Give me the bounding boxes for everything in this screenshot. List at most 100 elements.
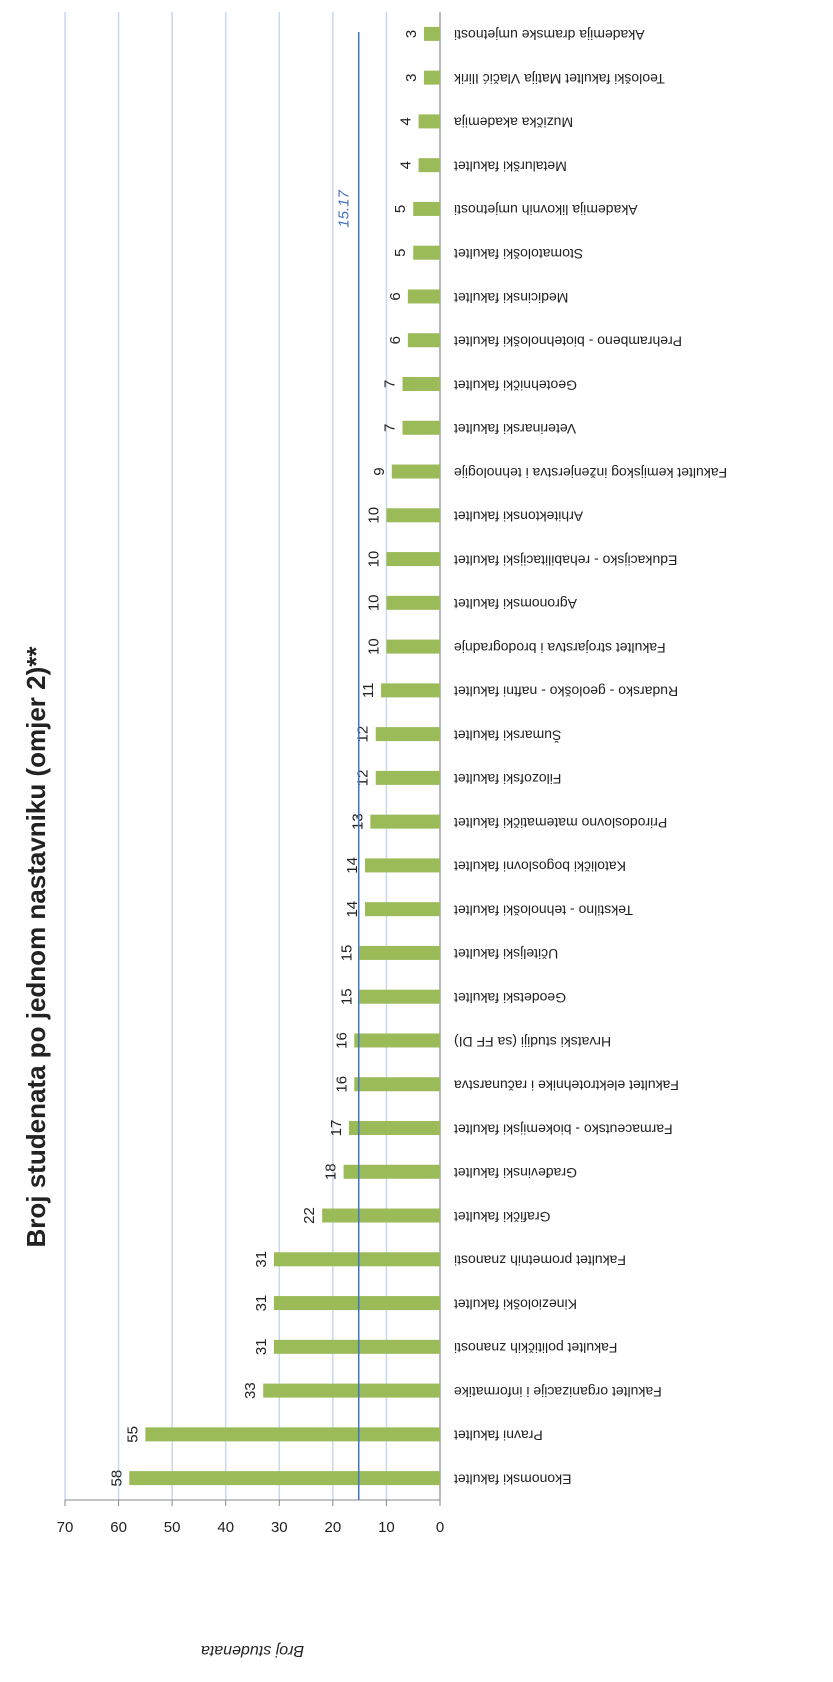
data-label: 33 — [242, 1382, 259, 1399]
data-label: 11 — [360, 683, 377, 699]
y-tick-label: 10 — [378, 1519, 395, 1536]
x-tick-label: Stomatološki fakultet — [454, 246, 583, 262]
bar — [391, 464, 440, 479]
x-tick-label: Medicinski fakultet — [454, 290, 568, 306]
x-tick-label: Muzička akademija — [454, 115, 573, 131]
bar — [418, 114, 441, 129]
data-label: 7 — [381, 424, 398, 432]
data-label: 10 — [365, 551, 382, 568]
x-tick-label: Fakultet elektrotehnike i računarstva — [454, 1078, 679, 1094]
bar — [407, 289, 441, 304]
bar — [402, 377, 440, 391]
data-label: 6 — [387, 292, 404, 300]
x-tick-label: Fakultet političkih znanosti — [454, 1340, 617, 1356]
bar — [413, 201, 441, 216]
bar — [263, 1383, 441, 1398]
data-label: 3 — [403, 73, 420, 81]
bar — [375, 770, 441, 785]
data-label: 31 — [253, 1338, 270, 1355]
data-label: 17 — [328, 1120, 345, 1137]
data-label: 13 — [349, 813, 366, 830]
data-label: 10 — [365, 594, 382, 611]
bar — [273, 1296, 440, 1311]
data-label: 31 — [253, 1295, 270, 1312]
bar — [129, 1471, 441, 1486]
bar — [423, 70, 440, 85]
x-tick-label: Edukacijsko - rehabilitacijski fakultet — [454, 552, 677, 568]
x-tick-label: Akademija dramske umjetnosti — [454, 27, 645, 43]
y-tick-label: 40 — [217, 1519, 234, 1536]
x-tick-label: Rudarsko - geološko - naftni fakultet — [454, 684, 678, 700]
data-label: 14 — [344, 901, 361, 918]
x-tick-label: Filozofski fakultet — [454, 771, 561, 787]
data-label: 7 — [381, 380, 398, 388]
x-tick-label: Grafički fakultet — [454, 1209, 551, 1225]
bar — [407, 333, 441, 348]
y-tick-label: 0 — [436, 1519, 444, 1536]
bar — [370, 814, 441, 829]
x-tick-label: Šumarski fakultet — [454, 727, 561, 743]
bar — [413, 245, 441, 260]
x-tick-label: Ekonomski fakultet — [454, 1471, 572, 1487]
x-tick-label: Prehrambeno - biotehnološki fakultet — [454, 334, 682, 350]
data-label: 12 — [355, 726, 372, 743]
y-tick-label: 70 — [57, 1519, 74, 1536]
x-tick-label: Fakultet strojarstva i brodogradnje — [454, 640, 666, 656]
x-tick-label: Agronomski fakultet — [454, 596, 577, 612]
bar — [359, 945, 440, 960]
data-label: 58 — [108, 1470, 125, 1487]
x-tick-label: Građevinski fakultet — [454, 1165, 577, 1181]
rotated-chart: Broj studenata po jednom nastavniku (omj… — [21, 12, 727, 1659]
data-label: 10 — [365, 638, 382, 655]
x-tick-label: Učiteljski fakultet — [454, 946, 558, 962]
bar — [402, 420, 440, 435]
data-label: 3 — [403, 30, 420, 38]
data-label: 5 — [392, 249, 409, 257]
x-tick-label: Fakultet prometnih znanosti — [454, 1253, 626, 1269]
x-tick-label: Arhitektonski fakultet — [454, 509, 583, 525]
x-tick-label: Pravni fakultet — [454, 1428, 543, 1444]
data-label: 9 — [371, 467, 388, 475]
bar — [343, 1164, 441, 1179]
bar — [273, 1252, 440, 1267]
bar — [365, 858, 440, 873]
x-tick-label: Hrvatski studiji (sa FF DI) — [454, 1034, 611, 1050]
bar — [359, 989, 440, 1004]
data-label: 15 — [339, 945, 356, 962]
bar — [354, 1033, 440, 1048]
data-label: 5 — [392, 205, 409, 213]
bar — [418, 158, 441, 173]
data-label: 4 — [398, 117, 415, 125]
bar — [386, 595, 440, 610]
data-label: 18 — [323, 1163, 340, 1180]
bar — [386, 639, 440, 654]
bar — [273, 1339, 440, 1354]
data-label: 16 — [333, 1032, 350, 1049]
data-label: 15 — [339, 988, 356, 1005]
y-tick-label: 50 — [164, 1519, 181, 1536]
data-label: 4 — [398, 161, 415, 169]
bar — [386, 508, 440, 523]
x-tick-label: Fakultet organizacije i informatike — [454, 1384, 662, 1400]
data-label: 10 — [365, 507, 382, 524]
chart-title: Broj studenata po jednom nastavniku (omj… — [21, 646, 51, 1248]
reference-label: 15.17 — [336, 190, 353, 228]
data-label: 55 — [124, 1426, 141, 1443]
bar — [423, 26, 440, 41]
data-label: 16 — [333, 1076, 350, 1093]
x-tick-label: Teološki fakultet Matija Vlačić Ilirik — [453, 71, 665, 87]
data-label: 14 — [344, 857, 361, 874]
bar — [375, 727, 441, 742]
data-label: 6 — [387, 336, 404, 344]
data-label: 12 — [355, 770, 372, 787]
x-tick-label: Farmaceutsko - biokemijski fakultet — [454, 1121, 673, 1137]
bar — [381, 683, 441, 698]
x-tick-label: Metalurški fakultet — [454, 158, 567, 174]
y-axis-title: Broj studenata — [201, 1642, 304, 1659]
y-tick-label: 30 — [271, 1519, 288, 1536]
bar — [322, 1208, 440, 1223]
bar — [365, 902, 440, 917]
bar — [386, 552, 440, 567]
x-tick-label: Geodetski fakultet — [454, 990, 566, 1006]
